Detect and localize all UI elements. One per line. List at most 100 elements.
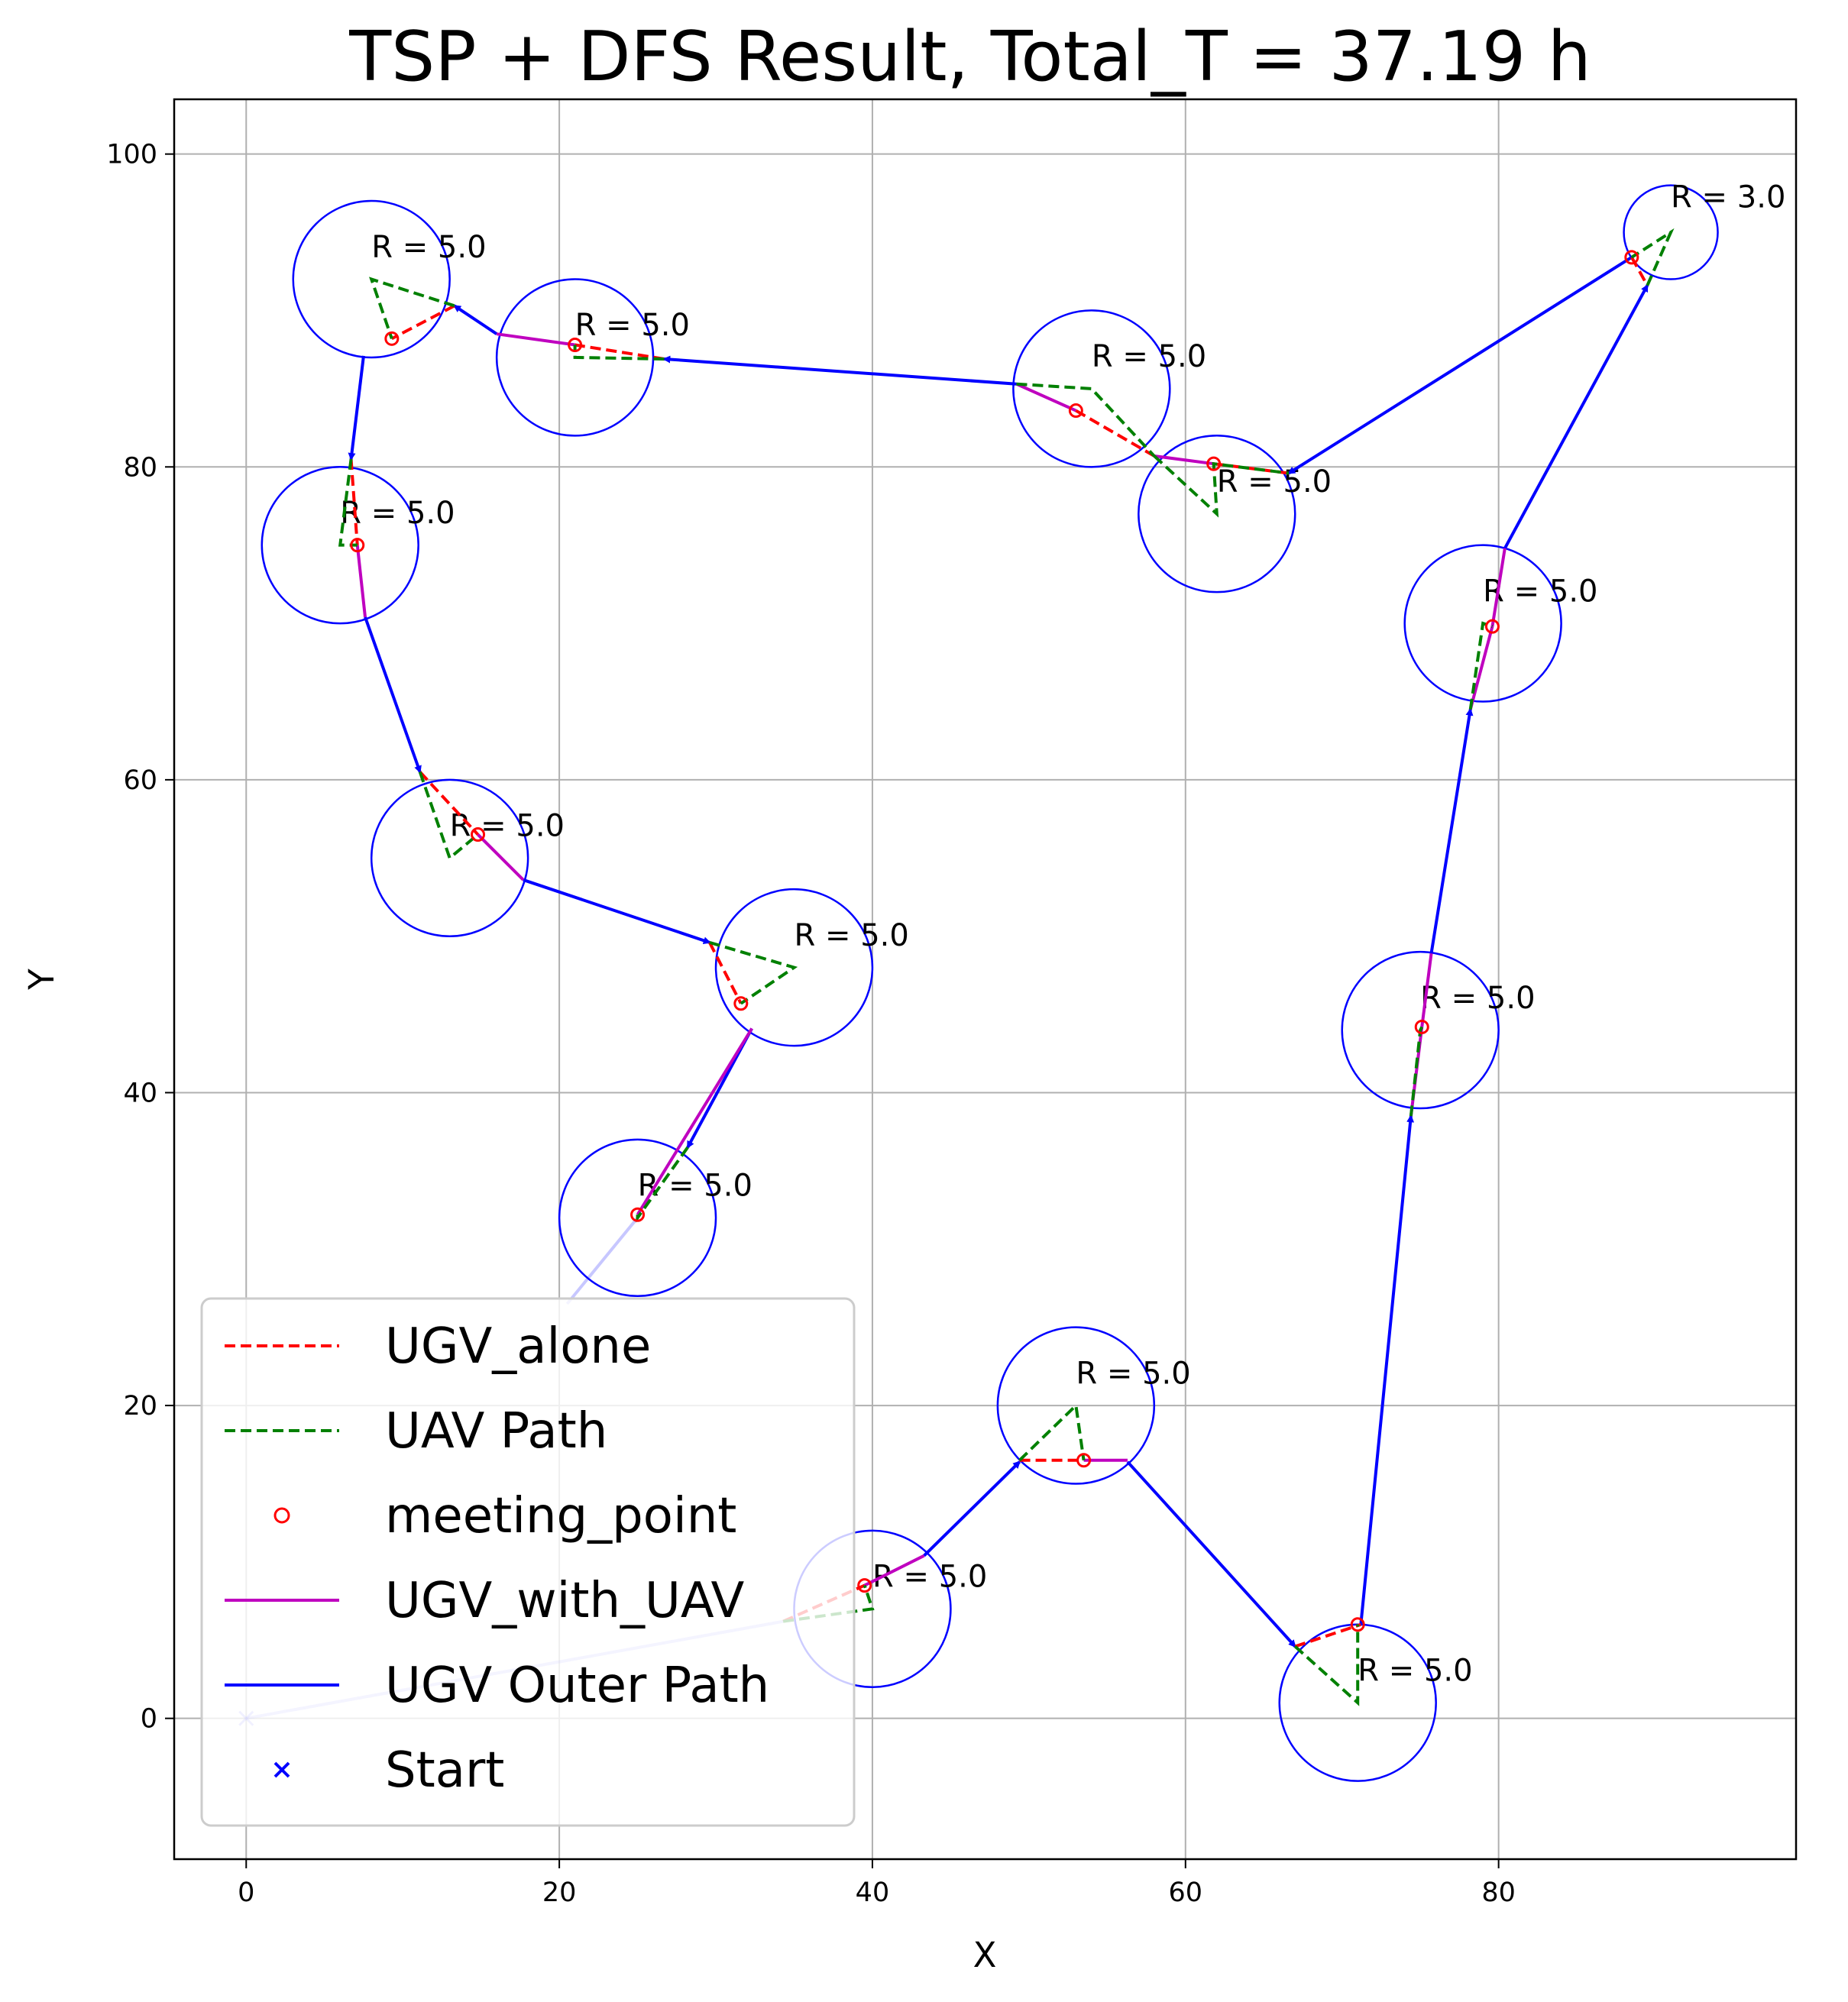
legend-label: UGV_alone (385, 1318, 651, 1375)
radius-label: R = 5.0 (1076, 1356, 1190, 1391)
outer-path-segment (662, 355, 1017, 386)
outer-path-segment (923, 1460, 1021, 1557)
ugv-alone-segment (1213, 462, 1290, 475)
coverage-circle (261, 465, 419, 625)
radius-label: R = 3.0 (1671, 180, 1785, 215)
ugv-with-uav-segment (496, 332, 575, 347)
uav-path (573, 344, 665, 361)
y-tick-label: 0 (141, 1704, 157, 1735)
legend: UGV_alone UAV Path meeting_point UGV_with_U… (200, 1297, 856, 1827)
ugv-with-uav-segment (1420, 952, 1433, 1027)
uav-path (418, 771, 479, 861)
outer-path-segment (1287, 256, 1633, 475)
uav-path (709, 940, 798, 1005)
y-tick-label: 80 (123, 452, 157, 483)
outer-path-segment (348, 355, 365, 461)
uav-path (782, 1584, 875, 1623)
chart-title: TSP + DFS Result, Total_T = 37.19 h (348, 17, 1591, 97)
coverage-circle (1403, 544, 1562, 703)
radius-label: R = 5.0 (450, 809, 565, 844)
coverage-circle (1138, 435, 1296, 593)
uav-path (1630, 228, 1675, 286)
coverage-circle (292, 199, 451, 359)
coverage-circle (370, 778, 529, 937)
legend-label: meeting_point (385, 1488, 736, 1544)
ugv-alone-segment (1294, 1622, 1361, 1648)
radius-label: R = 5.0 (1092, 339, 1206, 374)
ugv-with-uav-segment (1409, 1027, 1424, 1117)
coverage-circle (1623, 184, 1719, 280)
x-tick-label: 20 (542, 1877, 577, 1908)
radius-label: R = 5.0 (1358, 1654, 1472, 1689)
outer-path-segment (523, 878, 711, 945)
y-tick-label: 60 (123, 765, 157, 796)
outer-path-segment (565, 1217, 639, 1305)
axes: 0 20 40 60 80 0 20 40 60 80 100 (106, 140, 1516, 1908)
meeting-point (1350, 1617, 1365, 1632)
x-tick-label: 60 (1169, 1877, 1203, 1908)
outer-path-segment (1359, 1114, 1415, 1625)
coverage-circle (996, 1326, 1156, 1485)
legend-label: Start (385, 1742, 504, 1799)
ugv-with-uav-segment (1154, 454, 1214, 466)
meeting-point (350, 538, 365, 553)
legend-label: UGV_with_UAV (385, 1573, 745, 1629)
radius-label: R = 5.0 (340, 496, 455, 531)
uav-path (1018, 1402, 1086, 1462)
meeting-point (857, 1578, 872, 1593)
meeting-point (733, 996, 749, 1011)
radius-label: R = 5.0 (371, 230, 486, 265)
data-layer: R = 5.0 R = 5.0 R = 5.0 R = 5.0 R = 3.0 R = 5… (238, 180, 1785, 1782)
uav-path (1016, 382, 1156, 458)
radius-label: R = 5.0 (575, 308, 690, 343)
outer-path-segment (364, 616, 422, 774)
legend-swatch (273, 1761, 290, 1778)
coverage-circle (1012, 309, 1171, 468)
radius-label: R = 5.0 (1420, 981, 1535, 1016)
x-tick-label: 0 (238, 1877, 254, 1908)
outer-path-segment (1429, 707, 1474, 954)
radius-label: R = 5.0 (1217, 464, 1332, 500)
outer-path-segment (1503, 283, 1649, 549)
ugv-alone-segment (419, 771, 480, 836)
uav-path (1409, 1026, 1424, 1117)
legend-box (200, 1297, 856, 1827)
x-tick-label: 40 (856, 1877, 890, 1908)
y-tick-label: 20 (123, 1391, 157, 1421)
meeting-point (630, 1207, 646, 1222)
uav-path (1293, 1624, 1360, 1706)
legend-label: UGV Outer Path (385, 1658, 769, 1714)
ugv-alone-segment (349, 458, 359, 545)
meeting-point (1076, 1453, 1092, 1468)
coverage-circle (558, 1138, 717, 1298)
ugv-with-uav-segment (355, 545, 367, 618)
y-tick-label: 40 (123, 1078, 157, 1108)
ugv-alone-segment (708, 941, 743, 1004)
radius-label: R = 5.0 (1483, 574, 1597, 609)
meeting-point (471, 827, 486, 843)
coverage-circle (495, 278, 655, 437)
uav-path (636, 1147, 689, 1223)
coverage-circle (714, 888, 874, 1047)
radius-label: R = 5.0 (794, 918, 908, 953)
y-axis-label: Y (21, 969, 62, 991)
meeting-point (1414, 1019, 1429, 1034)
legend-label: UAV Path (385, 1403, 607, 1460)
ugv-with-uav-segment (1015, 382, 1077, 412)
x-tick-label: 80 (1481, 1877, 1516, 1908)
meeting-point (568, 338, 583, 353)
meeting-point (384, 331, 400, 346)
outer-path-segment (453, 304, 498, 335)
meeting-point (1484, 619, 1500, 634)
ugv-with-uav-segment (1490, 548, 1507, 627)
ugv-with-uav-segment (477, 833, 525, 881)
radius-label: R = 5.0 (872, 1560, 987, 1595)
uav-path (1153, 454, 1290, 518)
uav-path (369, 277, 455, 339)
x-axis-label: X (973, 1935, 997, 1975)
uav-path (1468, 621, 1494, 710)
meeting-point (1624, 250, 1639, 265)
legend-swatch (273, 1507, 290, 1524)
ugv-alone-segment (390, 304, 455, 341)
plot-frame (173, 98, 1798, 1861)
